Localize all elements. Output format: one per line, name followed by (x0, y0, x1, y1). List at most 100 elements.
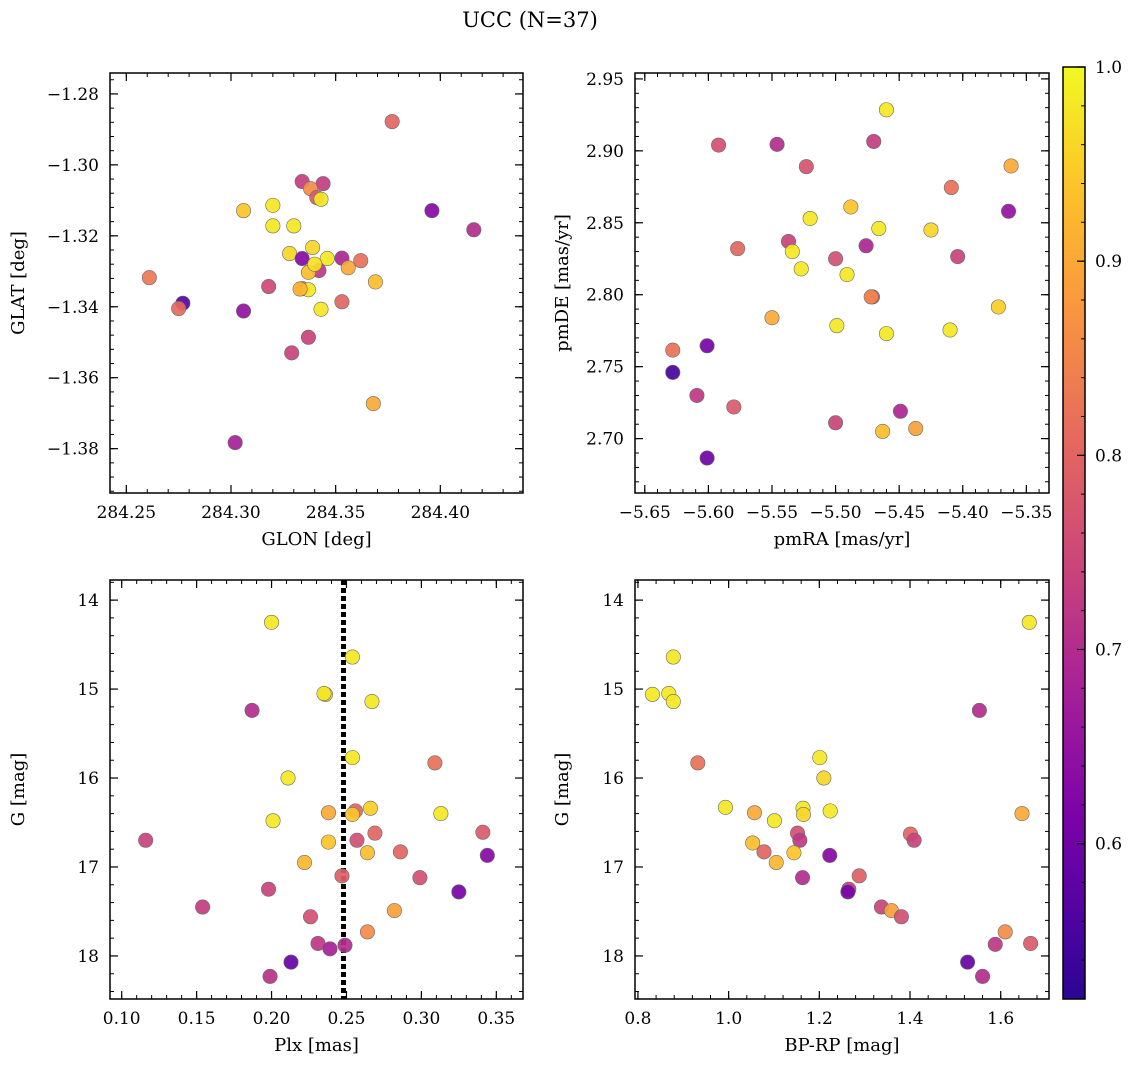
data-point (300, 329, 316, 345)
data-point (689, 387, 705, 403)
x-tick-label: −5.60 (682, 503, 734, 523)
data-point (717, 799, 733, 815)
data-point (746, 805, 762, 821)
data-point (822, 847, 838, 863)
data-point (798, 159, 814, 175)
data-point (878, 102, 894, 118)
y-tick-label: 2.95 (586, 70, 624, 90)
data-point (475, 824, 491, 840)
data-point (644, 686, 660, 702)
y-axis-label: pmDE [mas/yr] (552, 214, 573, 352)
colorbar-tick-label: 0.9 (1095, 252, 1122, 272)
y-tick-label: 16 (602, 769, 624, 789)
data-point (906, 832, 922, 848)
data-point (451, 884, 467, 900)
data-point (294, 251, 310, 267)
data-point (699, 338, 715, 354)
x-tick-label: 284.35 (306, 503, 365, 523)
data-point (364, 694, 380, 710)
data-point (786, 845, 802, 861)
data-point (665, 649, 681, 665)
data-point (828, 415, 844, 431)
data-point (971, 702, 987, 718)
data-point (839, 267, 855, 283)
x-tick-label: 1.0 (715, 1009, 742, 1029)
x-tick-label: 0.15 (178, 1009, 216, 1029)
data-point (784, 244, 800, 260)
data-point (792, 832, 808, 848)
data-point (344, 649, 360, 665)
data-point (802, 210, 818, 226)
data-point (365, 396, 381, 412)
x-axis-label: Plx [mas] (274, 1035, 359, 1056)
y-tick-label: −1.34 (47, 298, 99, 318)
data-point (359, 924, 375, 940)
data-point (990, 299, 1006, 315)
data-point (997, 924, 1013, 940)
axes-frame (634, 72, 1050, 494)
data-point (768, 855, 784, 871)
data-point (665, 364, 681, 380)
x-tick-label: −5.35 (1000, 503, 1052, 523)
data-point (1014, 806, 1030, 822)
data-point (975, 968, 991, 984)
y-tick-label: 17 (77, 858, 99, 878)
data-point (766, 813, 782, 829)
data-point (138, 832, 154, 848)
x-tick-label: 1.2 (806, 1009, 833, 1029)
data-point (745, 835, 761, 851)
data-point (433, 806, 449, 822)
data-point (923, 222, 939, 238)
panel-1: 284.25 284.30 284.35 284.40 −1.28 −1.30 −1.32 −… (8, 72, 524, 550)
y-tick-label: 16 (77, 769, 99, 789)
data-point (292, 281, 308, 297)
data-point (908, 421, 924, 437)
data-point (344, 750, 360, 766)
data-point (479, 847, 495, 863)
data-point (315, 176, 331, 192)
data-point (871, 221, 887, 237)
data-point (280, 770, 296, 786)
data-point (878, 326, 894, 342)
data-point (822, 803, 838, 819)
data-point (892, 403, 908, 419)
data-point (840, 884, 856, 900)
y-axis-label: G [mag] (8, 753, 29, 826)
x-tick-label: −5.65 (619, 503, 671, 523)
data-point (1001, 203, 1017, 219)
data-point (334, 294, 350, 310)
y-tick-label: 15 (602, 680, 624, 700)
data-point (320, 805, 336, 821)
data-point (386, 903, 402, 919)
x-tick-label: 284.40 (411, 503, 470, 523)
y-tick-label: 15 (77, 680, 99, 700)
colorbar-tick-label: 1.0 (1095, 58, 1122, 78)
panel-2: −5.65 −5.60 −5.55 −5.50 −5.45 −5.40 −5.35 2.70 2… (552, 70, 1052, 550)
data-point (244, 702, 260, 718)
x-tick-label: 1.6 (987, 1009, 1014, 1029)
x-tick-label: −5.40 (937, 503, 989, 523)
data-point (265, 813, 281, 829)
data-point (795, 870, 811, 886)
data-point (987, 936, 1003, 952)
y-tick-label: −1.38 (47, 440, 99, 460)
x-axis-label: BP-RP [mag] (784, 1035, 899, 1056)
y-tick-label: 18 (602, 947, 624, 967)
data-point (875, 423, 891, 439)
data-point (236, 203, 252, 219)
x-tick-label: 284.25 (97, 503, 156, 523)
data-point (313, 301, 329, 317)
data-point (756, 844, 772, 860)
data-point (171, 301, 187, 317)
data-point (334, 868, 350, 884)
data-point (769, 136, 785, 152)
y-tick-label: −1.30 (47, 156, 99, 176)
y-tick-label: 2.85 (586, 214, 624, 234)
x-axis-label: pmRA [mas/yr] (774, 529, 911, 550)
data-point (261, 279, 277, 295)
y-tick-label: 18 (77, 947, 99, 967)
y-tick-label: 17 (602, 858, 624, 878)
x-tick-label: 284.30 (201, 503, 260, 523)
data-point (384, 114, 400, 130)
